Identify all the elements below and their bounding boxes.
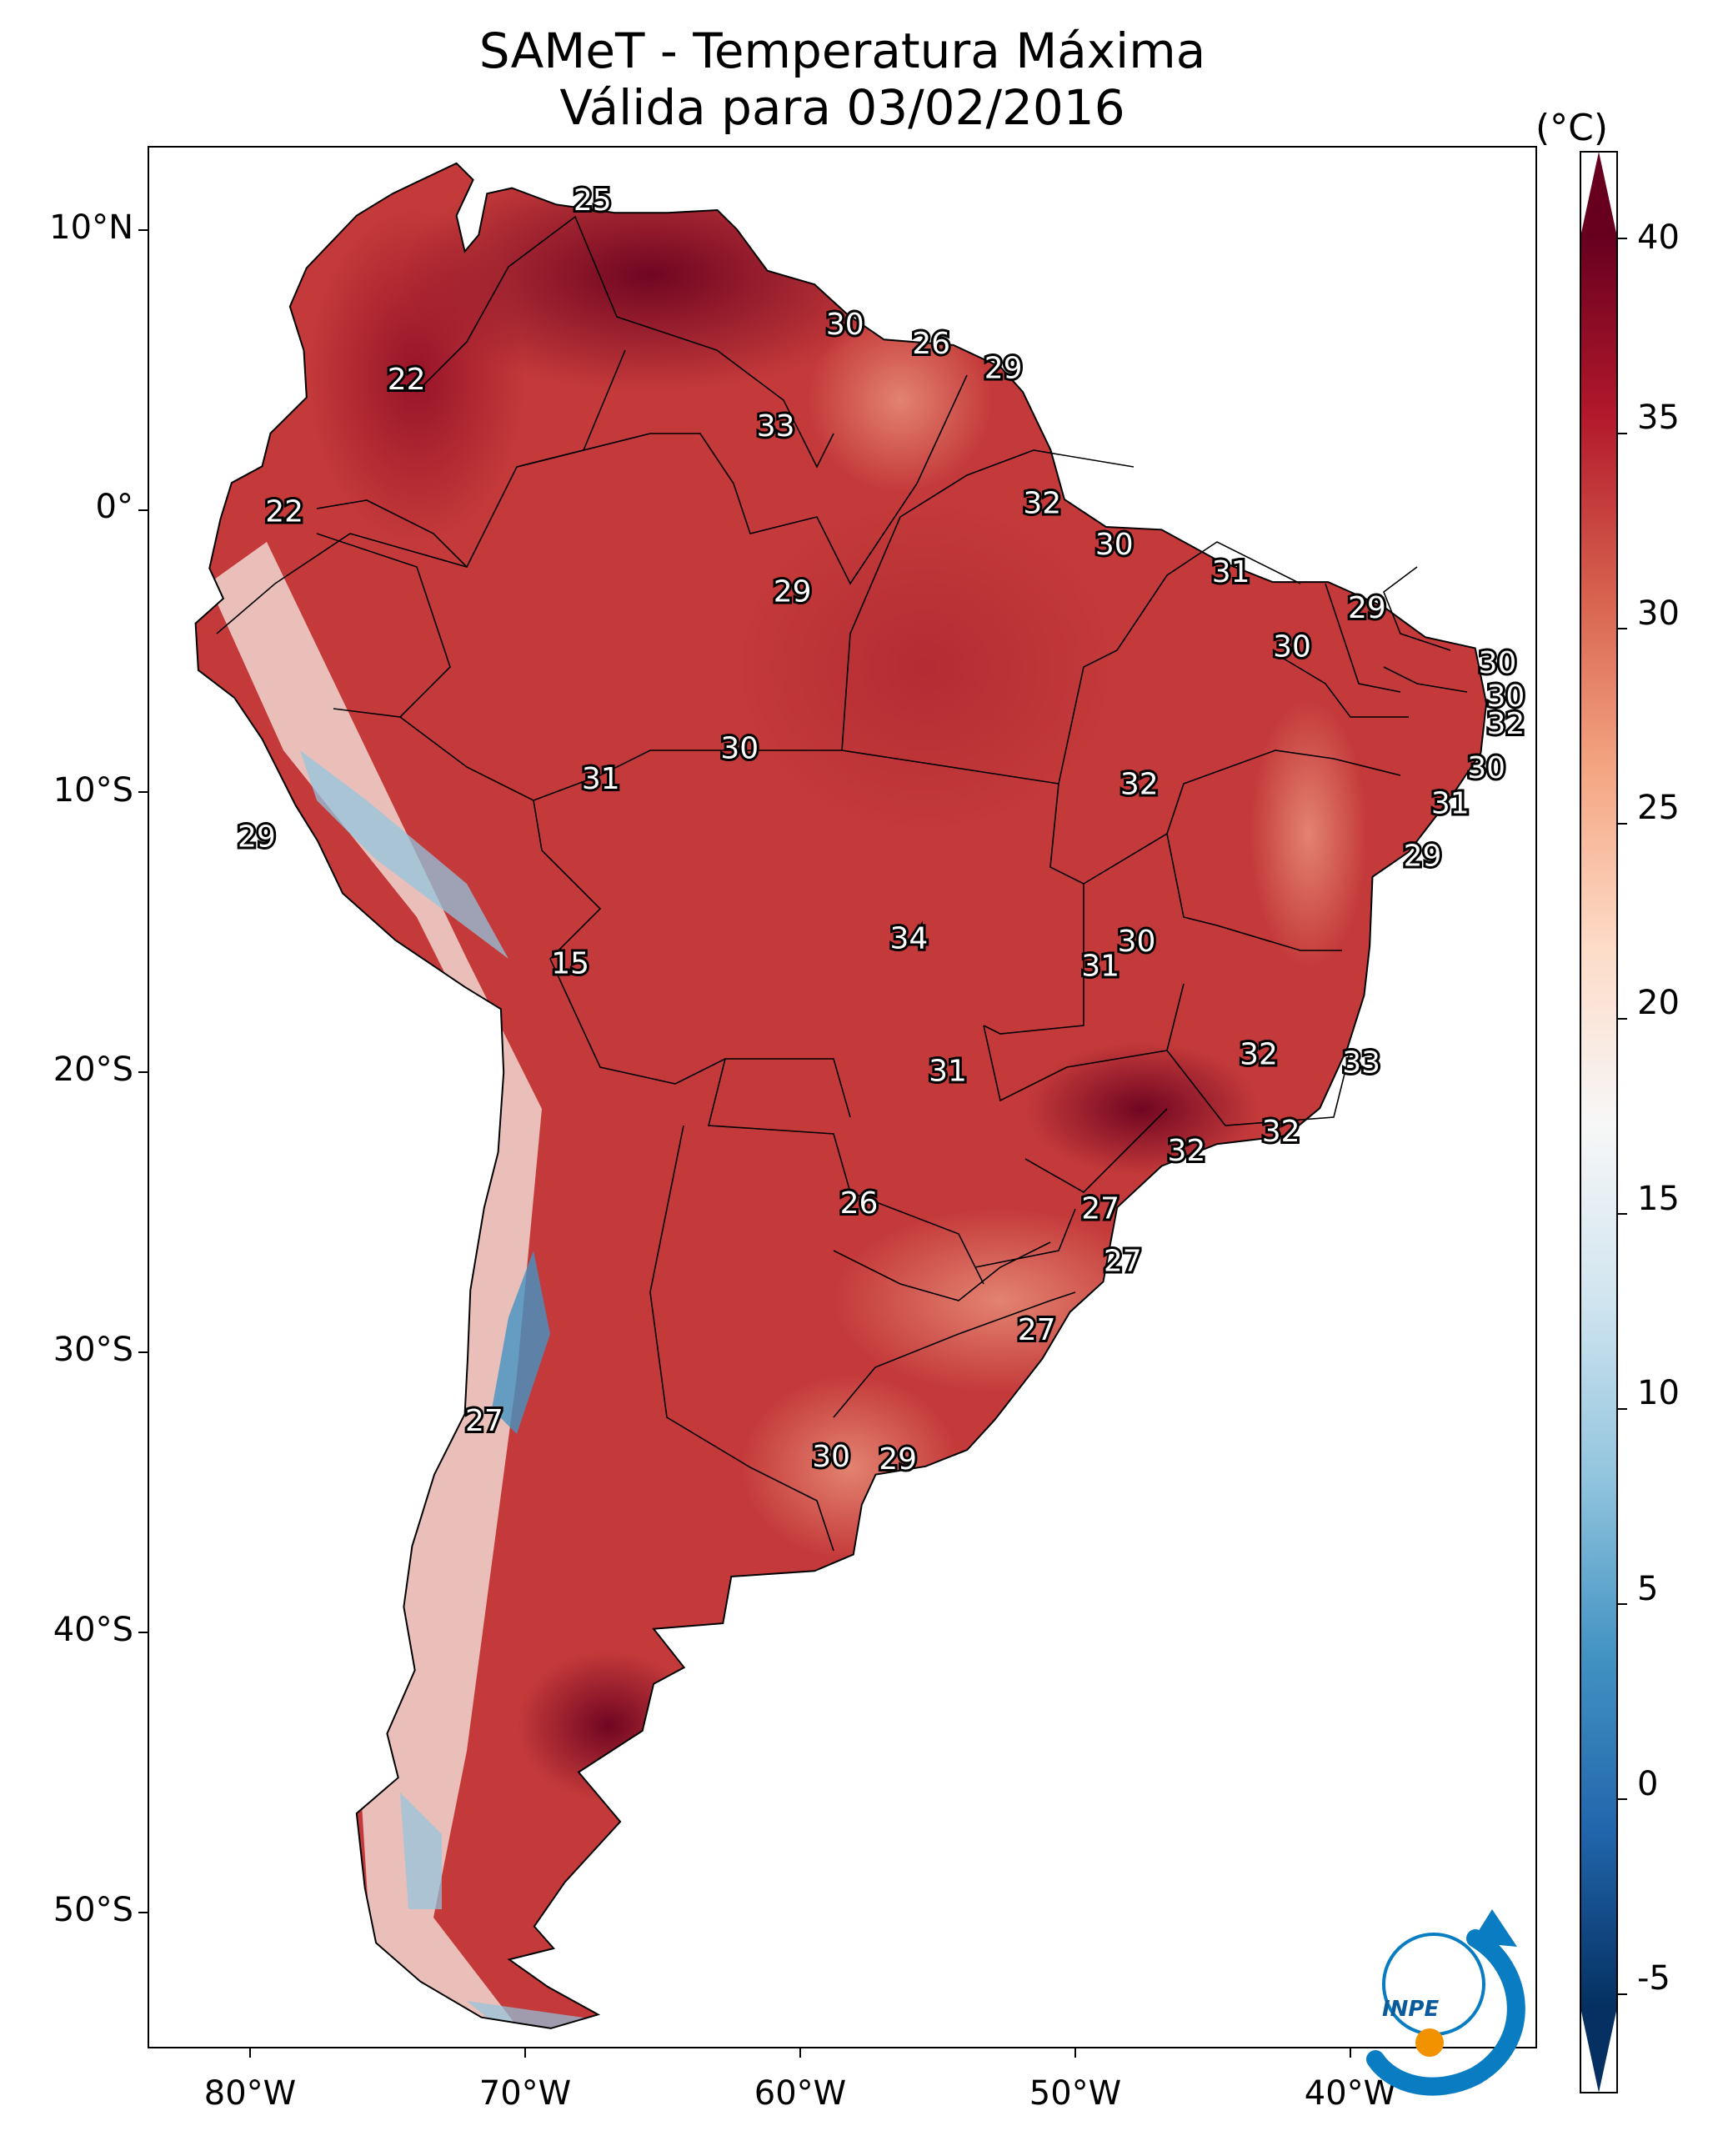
temperature-label: 30 [1095, 528, 1134, 562]
temperature-label: 15 [551, 946, 589, 980]
temperature-label: 30 [1273, 629, 1311, 664]
temperature-label: 30 [812, 1440, 850, 1474]
temperature-label: 31 [1431, 787, 1470, 821]
lon-tick-60w: 60°W [754, 2074, 847, 2113]
colorbar-min-arrow [1580, 2008, 1617, 2093]
axis-tick-marks [138, 229, 1351, 2058]
colorbar-tick-10: 10 [1637, 1374, 1680, 1412]
temperature-label: 31 [1081, 950, 1119, 984]
map-subtitle: Válida para 03/02/2016 [559, 79, 1125, 136]
temperature-label: 29 [1348, 591, 1386, 625]
temperature-label: 33 [757, 409, 795, 444]
temperature-label: 34 [889, 922, 928, 956]
temperature-label: 30 [720, 732, 759, 766]
temperature-label: 30 [1478, 646, 1516, 680]
lon-tick-70w: 70°W [478, 2074, 572, 2113]
logo-sun-icon [1415, 2028, 1444, 2057]
temperature-label: 30 [1467, 751, 1505, 785]
lat-tick-50s: 50°S [53, 1891, 133, 1929]
lon-tick-40w: 40°W [1304, 2074, 1397, 2113]
lat-tick-10s: 10°S [53, 771, 133, 810]
colorbar-tick-35: 35 [1637, 399, 1680, 437]
colorbar-tick-30: 30 [1637, 594, 1680, 633]
lat-tick-40s: 40°S [53, 1611, 133, 1649]
temperature-label: 29 [238, 820, 276, 854]
temperature-label: 32 [1486, 707, 1525, 741]
map-title: SAMeT - Temperatura Máxima [478, 23, 1206, 79]
temperature-label: 27 [1081, 1192, 1119, 1226]
temperature-label: 32 [1167, 1134, 1205, 1168]
temperature-label: 30 [1486, 679, 1525, 714]
temperature-label: 31 [1212, 555, 1250, 589]
temperature-label: 27 [465, 1404, 503, 1438]
colorbar-tick-5: 5 [1637, 1570, 1659, 1608]
colorbar-tick-25: 25 [1637, 789, 1680, 827]
temperature-label: 32 [1120, 768, 1159, 802]
lat-tick-10n: 10°N [49, 208, 133, 247]
temperature-label: 22 [388, 363, 426, 397]
temperature-label: 26 [912, 327, 950, 361]
temperature-label: 29 [1404, 840, 1442, 874]
colorbar-tick-minus5: -5 [1637, 1959, 1670, 1998]
lat-tick-30s: 30°S [53, 1331, 133, 1369]
logo-arrow-icon [1471, 1909, 1517, 1947]
temperature-label: 25 [573, 183, 612, 218]
coastline [194, 162, 1488, 2029]
lat-tick-0: 0° [95, 488, 133, 526]
colorbar-max-arrow [1580, 152, 1617, 237]
temperature-label: 27 [1104, 1244, 1142, 1278]
colorbar-tick-0: 0 [1637, 1765, 1659, 1803]
temperature-label: 33 [1342, 1045, 1380, 1080]
logo-text: INPE [1382, 1997, 1439, 2022]
lon-tick-50w: 50°W [1029, 2074, 1122, 2113]
temperature-label: 27 [1018, 1313, 1056, 1347]
colorbar [1580, 237, 1617, 2008]
colorbar-tick-marks [1617, 238, 1627, 1995]
temperature-label: 29 [879, 1442, 917, 1477]
lat-tick-20s: 20°S [53, 1050, 133, 1089]
inpe-logo: INPE [1366, 1909, 1525, 2096]
temperature-label: 31 [929, 1054, 967, 1088]
temperature-label: 31 [582, 762, 620, 796]
temperature-label: 32 [1262, 1115, 1300, 1149]
temperature-label: 30 [1118, 925, 1156, 959]
colorbar-tick-20: 20 [1637, 984, 1680, 1022]
temperature-label: 30 [826, 308, 864, 342]
temperature-label: 26 [840, 1186, 879, 1221]
temperature-label: 32 [1240, 1037, 1278, 1071]
temperature-label: 32 [1023, 487, 1061, 521]
logo-swoosh-icon [1366, 1929, 1525, 2096]
colorbar-unit: (°C) [1535, 107, 1609, 149]
political-borders [216, 215, 1468, 1552]
temperature-label: 22 [265, 495, 303, 529]
lon-tick-80w: 80°W [203, 2074, 297, 2113]
colorbar-tick-15: 15 [1637, 1180, 1680, 1218]
temperature-label: 29 [774, 574, 812, 609]
colorbar-tick-40: 40 [1637, 218, 1680, 257]
temperature-label: 29 [984, 352, 1023, 386]
